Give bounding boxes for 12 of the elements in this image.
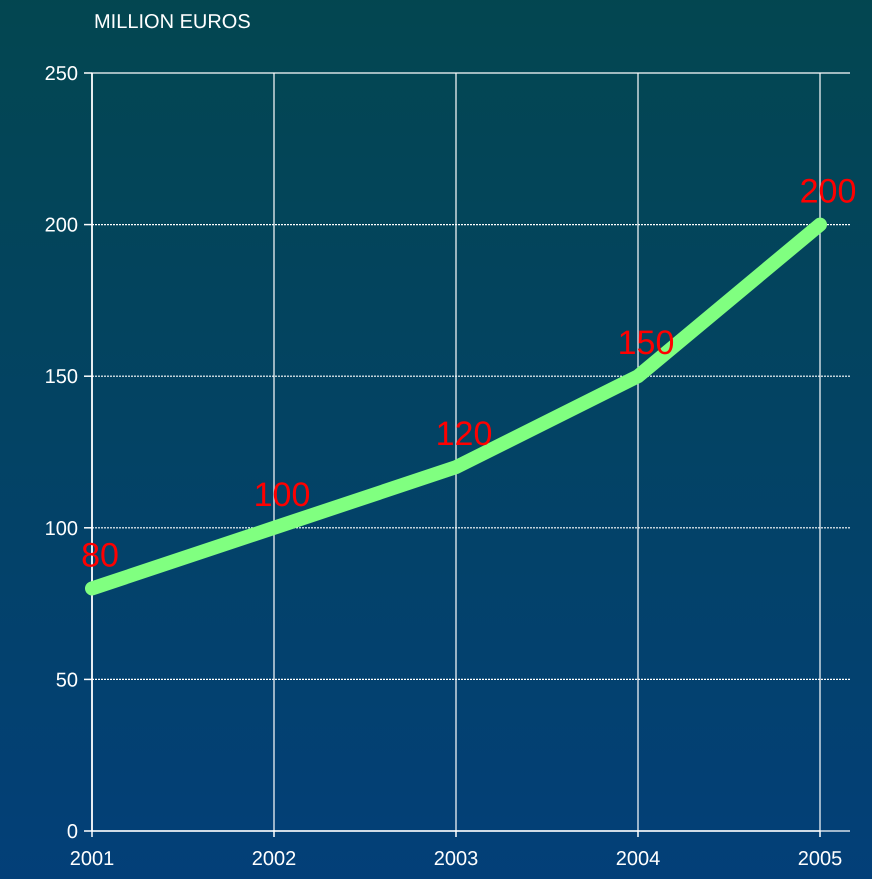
x-tick-label: 2004 <box>616 848 660 870</box>
x-tick-label: 2005 <box>798 848 842 870</box>
x-tick-label: 2003 <box>434 848 478 870</box>
y-tick-label: 50 <box>56 669 78 692</box>
x-tick-label: 2002 <box>252 848 296 870</box>
y-tick-label: 200 <box>44 214 78 237</box>
y-tick-label: 250 <box>44 63 78 85</box>
y-tick-label: 150 <box>44 366 78 388</box>
y-tick-label: 0 <box>66 821 78 843</box>
y-tick-label: 100 <box>44 518 78 540</box>
chart-title: MILLION EUROS <box>94 11 251 33</box>
x-tick-label: 2001 <box>70 848 114 870</box>
